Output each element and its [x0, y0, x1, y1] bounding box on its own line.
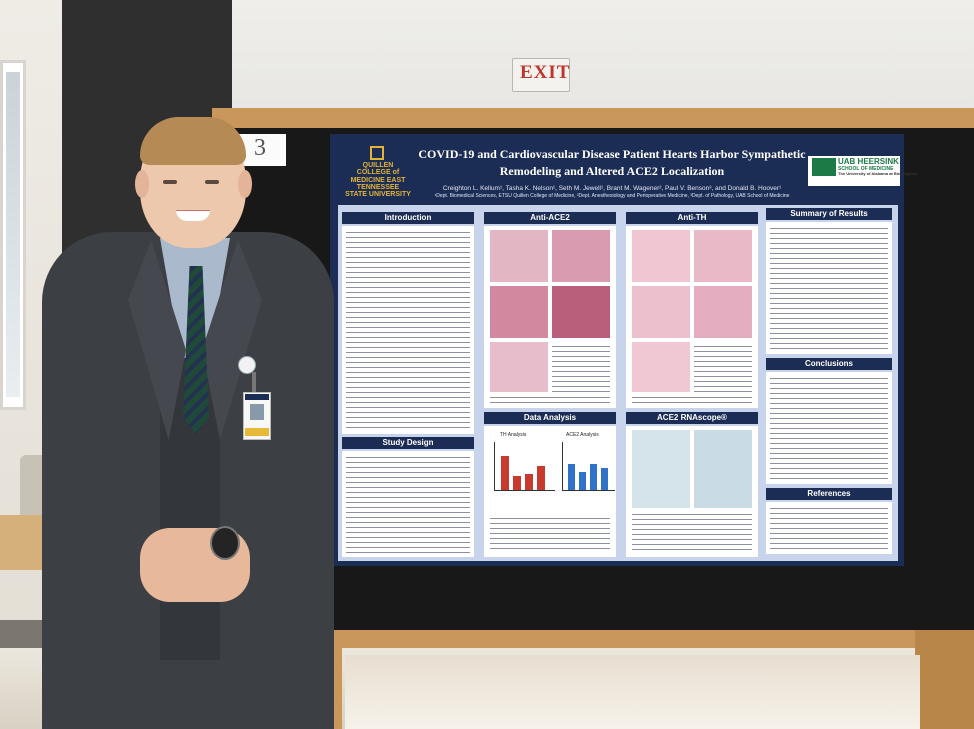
introduction-text [346, 230, 470, 430]
th-micrograph-e [632, 342, 690, 392]
th-micrograph-a [632, 230, 690, 282]
th-bar-4 [537, 466, 545, 490]
rnascope-micrograph-a [632, 430, 690, 508]
uab-logo-line1: UAB HEERSINK [838, 157, 899, 166]
ace2-caption [552, 344, 610, 392]
th-chart-title: TH Analysis [500, 432, 527, 438]
floor-reflection [345, 655, 920, 729]
th-caption-bottom [632, 395, 752, 405]
ace2-chart-title: ACE2 Analysis [566, 432, 599, 438]
ace2-caption-bottom [490, 395, 610, 405]
person-smile [176, 210, 210, 221]
rnascope-caption [632, 512, 752, 552]
section-summary-heading: Summary of Results [766, 208, 892, 220]
section-data-analysis-heading: Data Analysis [484, 412, 616, 424]
references-text [770, 506, 888, 550]
th-bar-1 [501, 456, 509, 490]
section-introduction-heading: Introduction [342, 212, 474, 224]
summary-text [770, 226, 888, 350]
section-anti-ace2-heading: Anti-ACE2 [484, 212, 616, 224]
quillen-logo [342, 142, 412, 190]
badge-clip [252, 372, 256, 394]
poster-title-line2: Remodeling and Altered ACE2 Localization [499, 163, 725, 178]
th-bar-2 [513, 476, 521, 490]
wristwatch-icon [210, 526, 240, 560]
section-study-design-heading: Study Design [342, 437, 474, 449]
section-ace2-rnascope-heading: ACE2 RNAscope® [626, 412, 758, 424]
back-wall [232, 0, 974, 120]
ace2-bar-2 [579, 472, 586, 490]
th-chart [494, 442, 555, 491]
study-design-text [346, 455, 470, 553]
section-conclusions-heading: Conclusions [766, 358, 892, 370]
id-badge-photo [250, 404, 264, 420]
uab-logo-line3: The University of Alabama at Birmingham [838, 171, 918, 177]
ace2-bar-4 [601, 468, 608, 490]
board-number: 3 [254, 135, 266, 161]
th-micrograph-c [632, 286, 690, 338]
person-eye-left [163, 180, 177, 184]
exit-sign [512, 58, 570, 92]
th-micrograph-b [694, 230, 752, 282]
ace2-micrograph-e [490, 342, 548, 392]
board-number-card [238, 134, 286, 166]
uab-logo-line2: SCHOOL OF MEDICINE [838, 165, 894, 172]
th-micrograph-d [694, 286, 752, 338]
quillen-logo-text: QUILLEN COLLEGE of MEDICINE EAST TENNESS… [345, 162, 411, 199]
person-eye-right [205, 180, 219, 184]
exit-sign-text: EXIT [520, 62, 571, 83]
rnascope-micrograph-b [694, 430, 752, 508]
board-leg-right [915, 630, 974, 729]
data-analysis-caption [490, 516, 610, 552]
ace2-bar-1 [568, 464, 575, 490]
poster-title: COVID-19 and Cardiovascular Disease Pati… [418, 146, 806, 180]
person-hair [140, 117, 246, 165]
conclusions-text [770, 376, 888, 480]
id-badge-footer [245, 428, 269, 436]
th-caption [694, 344, 752, 392]
person-ear-right [238, 170, 252, 198]
lapel-pin-icon [238, 356, 256, 374]
poster-title-line1: COVID-19 and Cardiovascular Disease Pati… [418, 147, 806, 161]
poster-affiliations: ¹Dept. Biomedical Sciences, ETSU Quillen… [434, 193, 790, 200]
th-bar-3 [525, 474, 533, 490]
ace2-micrograph-a [490, 230, 548, 282]
ace2-micrograph-b [552, 230, 610, 282]
ace2-bar-3 [590, 464, 597, 490]
etsu-shield-icon [370, 146, 384, 160]
window-glass [6, 72, 20, 397]
poster-authors: Creighton L. Kellum¹, Tasha K. Nelson¹, … [418, 185, 806, 200]
ace2-chart [562, 442, 615, 491]
person-ear-left [135, 170, 149, 198]
section-references-heading: References [766, 488, 892, 500]
uab-mark-icon [812, 158, 836, 176]
ace2-micrograph-c [490, 286, 548, 338]
id-badge-header [245, 394, 269, 400]
poster-author-list: Creighton L. Kellum¹, Tasha K. Nelson¹, … [442, 185, 782, 192]
uab-logo-text: UAB HEERSINK SCHOOL OF MEDICINE The Univ… [838, 157, 918, 177]
section-anti-th-heading: Anti-TH [626, 212, 758, 224]
ace2-micrograph-d [552, 286, 610, 338]
